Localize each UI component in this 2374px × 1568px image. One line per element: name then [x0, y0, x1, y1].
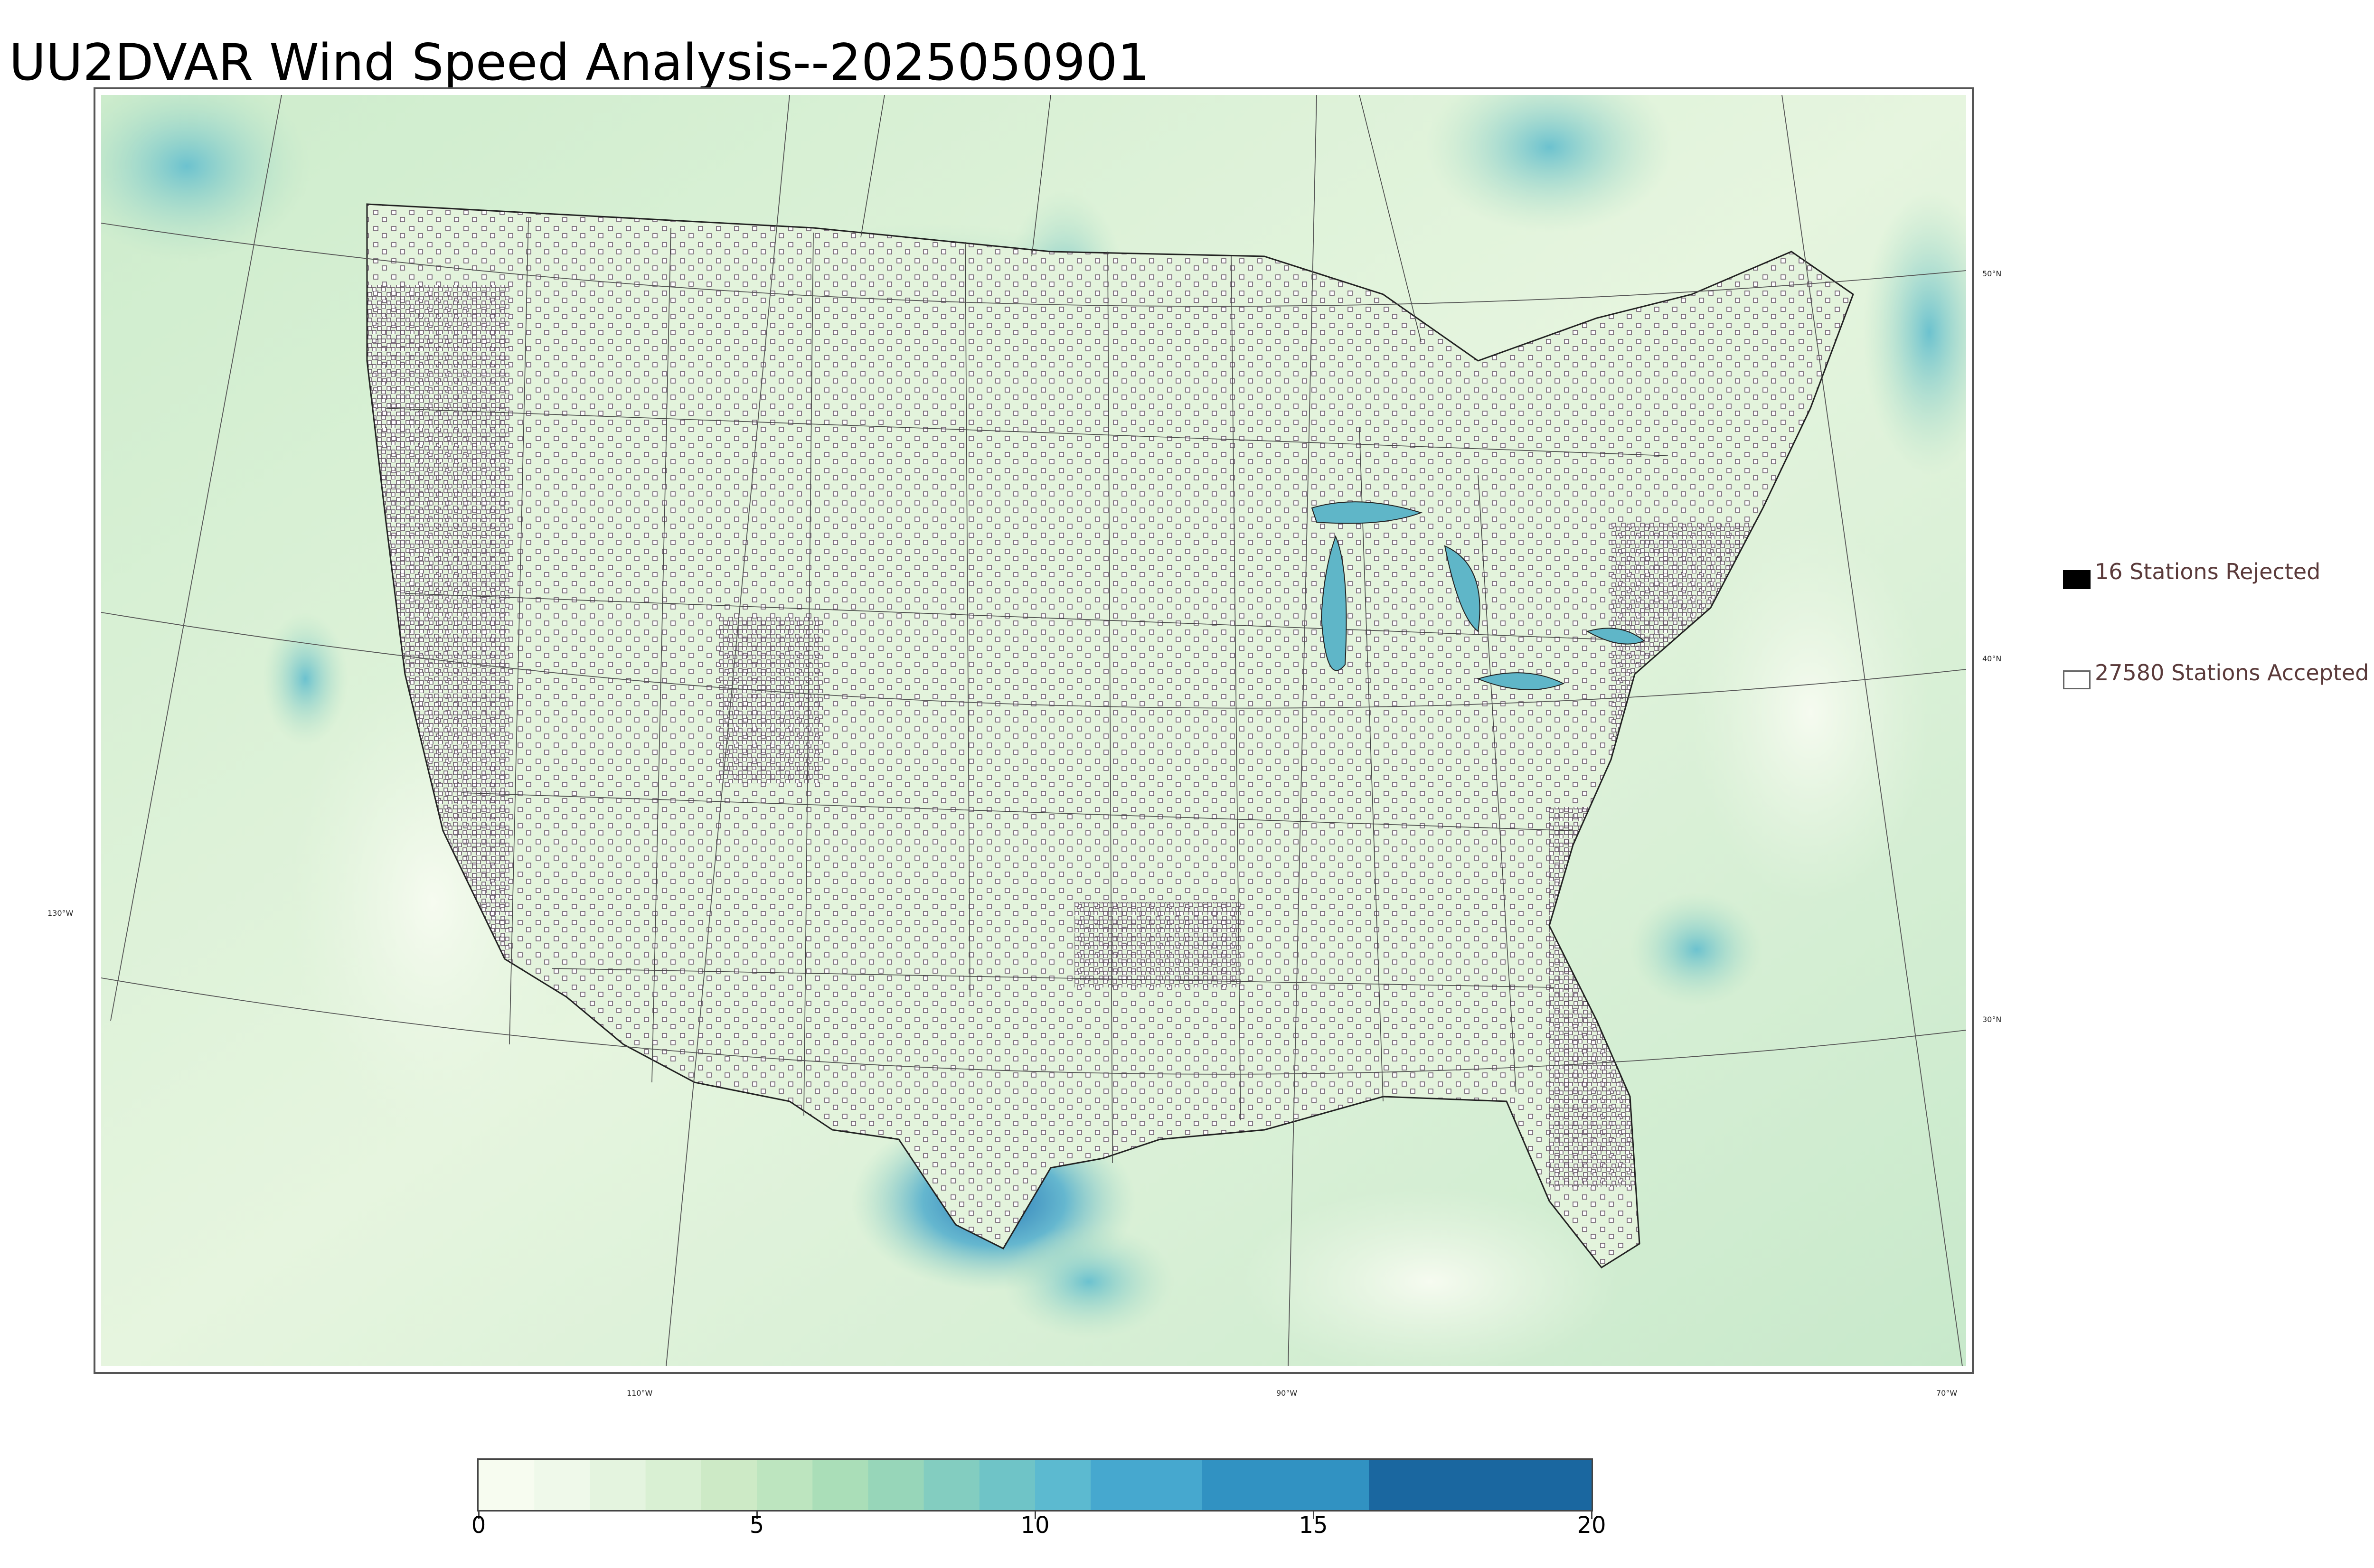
colorbar-band — [1035, 1460, 1091, 1510]
colorbar-tick — [756, 1512, 758, 1519]
colorbar-band — [1369, 1460, 1592, 1510]
lat-label-50n: 50°N — [1982, 269, 2002, 278]
colorbar-tick — [1591, 1512, 1592, 1519]
great-lakes — [1311, 501, 1645, 690]
colorbar-tick-label: 5 — [749, 1512, 764, 1539]
lat-label-40n: 40°N — [1982, 654, 2002, 663]
colorbar-tick-label: 0 — [471, 1512, 486, 1539]
colorbar — [477, 1458, 1593, 1512]
colorbar-band — [923, 1460, 980, 1510]
colorbar-tick-label: 15 — [1299, 1512, 1328, 1539]
wind-speed-map — [101, 95, 1966, 1366]
colorbar-tick-label: 20 — [1577, 1512, 1606, 1539]
colorbar-band — [757, 1460, 813, 1510]
colorbar-tick — [478, 1512, 480, 1519]
colorbar-scale — [479, 1460, 1592, 1510]
colorbar-band — [979, 1460, 1036, 1510]
graticule — [101, 95, 1966, 1366]
map-panel — [94, 87, 1974, 1374]
lat-label-30n: 30°N — [1982, 1015, 2002, 1024]
colorbar-band — [1202, 1460, 1369, 1510]
colorbar-tick — [1035, 1512, 1036, 1519]
accepted-station-swatch — [2063, 670, 2091, 689]
lon-label-90w: 90°W — [1276, 1389, 1298, 1398]
rejected-station-swatch — [2063, 570, 2091, 589]
colorbar-band — [645, 1460, 702, 1510]
accepted-stations-label: 27580 Stations Accepted — [2095, 660, 2369, 685]
colorbar-tick-label: 10 — [1020, 1512, 1050, 1539]
state-borders — [386, 95, 1668, 1164]
colorbar-band — [868, 1460, 924, 1510]
colorbar-band — [701, 1460, 757, 1510]
lon-label-130w: 130°W — [47, 909, 74, 918]
map-title: UU2DVAR Wind Speed Analysis--2025050901 — [9, 33, 1149, 92]
colorbar-band — [590, 1460, 646, 1510]
lon-label-70w: 70°W — [1936, 1389, 1958, 1398]
colorbar-tick — [1313, 1512, 1314, 1519]
rejected-stations-label: 16 Stations Rejected — [2095, 559, 2321, 584]
colorbar-band — [812, 1460, 868, 1510]
lon-label-110w: 110°W — [627, 1389, 653, 1398]
colorbar-band — [1091, 1460, 1203, 1510]
colorbar-band — [479, 1460, 535, 1510]
colorbar-band — [534, 1460, 590, 1510]
